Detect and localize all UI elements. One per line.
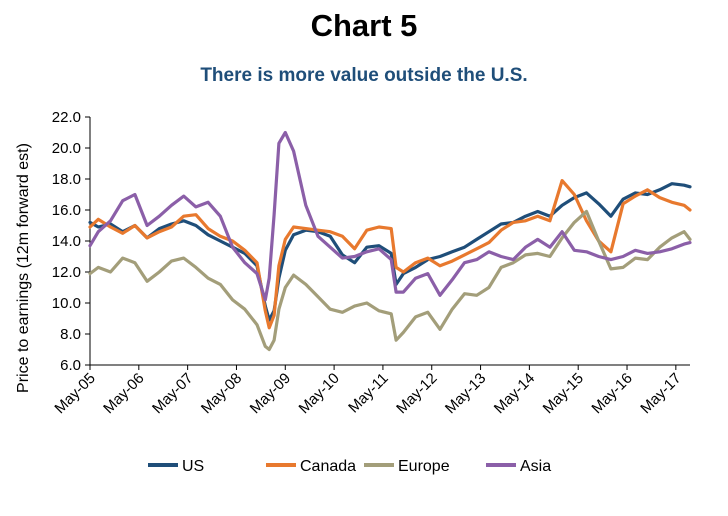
x-tick-label: May-07	[149, 370, 196, 417]
y-tick-label: 18.0	[52, 171, 81, 188]
chart-title: Chart 5	[310, 8, 418, 43]
legend: US Canada Europe Asia	[148, 458, 551, 475]
series-lines	[88, 130, 692, 352]
x-tick-label: May-14	[491, 370, 538, 417]
series-line-europe	[88, 209, 692, 352]
legend-label-europe: Europe	[398, 458, 450, 475]
y-axis: 6.0 8.0 10.0 12.0 14.0 16.0 18.0 20.0 22.0	[52, 109, 91, 374]
y-tick-label: 8.0	[60, 326, 81, 343]
x-tick-label: May-11	[345, 370, 392, 417]
x-tick-label: May-13	[442, 370, 489, 417]
series-line-us	[88, 182, 692, 322]
x-tick-label: May-17	[637, 370, 684, 417]
x-tick-label: May-10	[296, 370, 343, 417]
legend-label-us: US	[182, 458, 204, 475]
x-tick-label: May-05	[51, 370, 98, 417]
x-tick-label: May-06	[100, 370, 147, 417]
y-axis-title: Price to earnings (12m forward est)	[15, 143, 32, 393]
x-tick-label: May-15	[540, 370, 587, 417]
y-tick-label: 12.0	[52, 264, 81, 281]
y-tick-label: 20.0	[52, 140, 81, 157]
y-tick-label: 10.0	[52, 295, 81, 312]
x-tick-label: May-09	[247, 370, 294, 417]
series-line-canada	[88, 179, 692, 330]
x-tick-label: May-16	[588, 370, 635, 417]
y-tick-label: 22.0	[52, 109, 81, 126]
chart-subtitle: There is more value outside the U.S.	[200, 65, 528, 86]
series-line-asia	[88, 130, 692, 302]
legend-label-asia: Asia	[520, 458, 551, 475]
y-tick-label: 14.0	[52, 233, 81, 250]
x-tick-label: May-08	[198, 370, 245, 417]
y-tick-label: 6.0	[60, 357, 81, 374]
x-tick-label: May-12	[393, 370, 440, 417]
x-axis: May-05 May-06 May-07 May-08 May-09 May-10 May-…	[51, 364, 690, 417]
legend-label-canada: Canada	[300, 458, 356, 475]
y-tick-label: 16.0	[52, 202, 81, 219]
